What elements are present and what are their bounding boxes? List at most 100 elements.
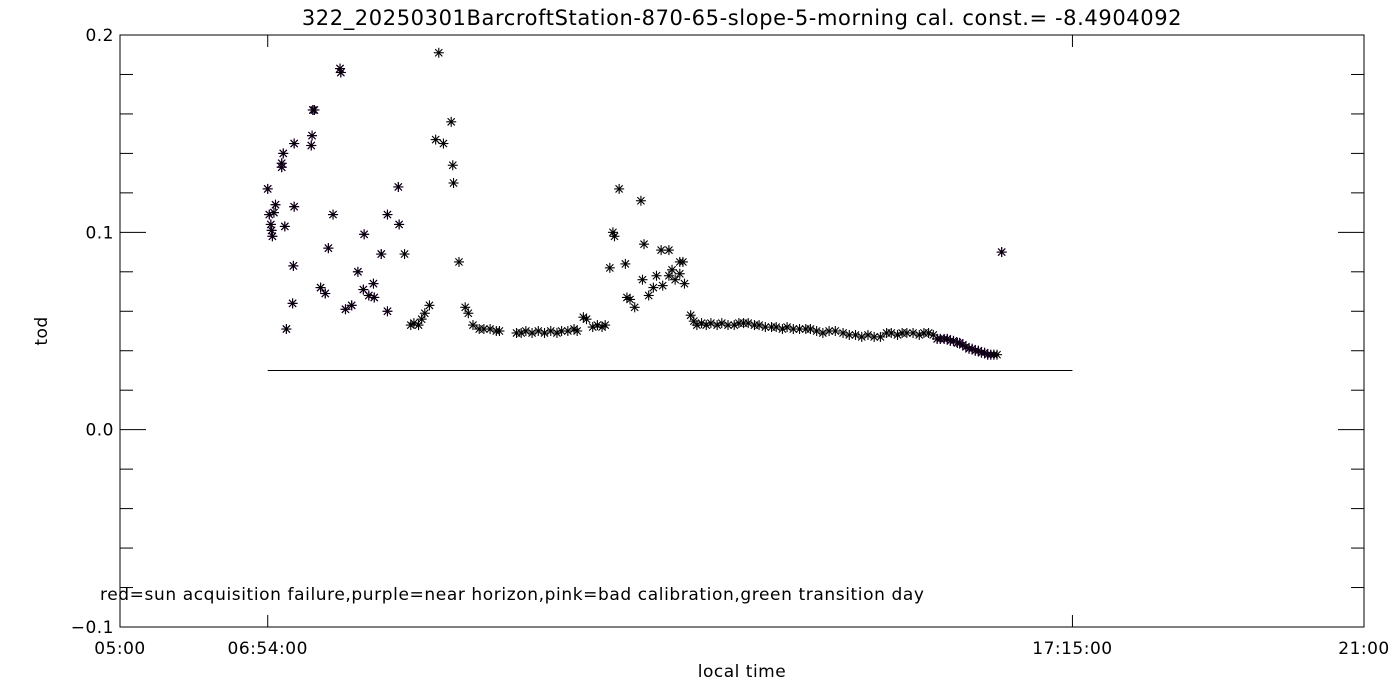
data-point-outline <box>328 209 339 220</box>
data-point-outline <box>270 199 281 210</box>
data-point-outline <box>335 67 346 78</box>
data-point <box>663 270 674 281</box>
y-tick-label: 0.2 <box>85 26 114 46</box>
data-point <box>677 256 688 267</box>
data-point <box>620 258 631 269</box>
data-point-outline <box>320 288 331 299</box>
y-axis: −0.1 0.0 0.1 0.2 <box>71 26 1364 638</box>
data-point <box>556 326 567 336</box>
y-tick-label: 0.1 <box>85 223 114 243</box>
data-point-outline <box>306 140 317 151</box>
data-point <box>545 326 556 336</box>
data-point-outline <box>278 148 289 159</box>
data-point-outline <box>996 247 1007 258</box>
data-point <box>667 264 678 275</box>
data-point <box>478 324 489 335</box>
data-point-outline <box>352 266 363 277</box>
plot-frame <box>119 34 1365 628</box>
chart-title: 322_20250301BarcroftStation-870-65-slope… <box>302 6 1182 31</box>
y-tick-label: 0.0 <box>85 421 114 441</box>
x-tick-label: 21:00 <box>1338 639 1390 659</box>
data-point <box>643 290 654 301</box>
data-point <box>448 178 459 188</box>
data-point-outline <box>346 300 357 311</box>
data-point <box>805 324 816 335</box>
x-tick-label: 17:15:00 <box>1032 639 1112 659</box>
data-point <box>625 294 636 305</box>
data-point <box>419 308 430 319</box>
data-point-outline <box>262 183 273 194</box>
data-point-outline <box>340 304 351 315</box>
data-point <box>433 47 444 58</box>
data-point <box>679 278 690 289</box>
data-point <box>399 249 410 260</box>
data-point <box>453 256 464 267</box>
color-legend-note: red=sun acquisition failure,purple=near … <box>100 585 925 605</box>
data-point <box>674 268 685 279</box>
data-point-outline <box>323 243 334 254</box>
data-point <box>637 274 648 285</box>
data-point-outline <box>376 249 387 260</box>
data-point <box>723 320 734 331</box>
data-point-outline <box>393 181 404 192</box>
data-point <box>639 239 650 250</box>
data-point <box>869 331 880 342</box>
data-point <box>688 316 699 327</box>
data-point-outline <box>268 207 279 218</box>
data-point <box>463 308 474 319</box>
data-point-outline <box>307 130 318 141</box>
data-point <box>438 138 449 149</box>
data-point <box>494 326 505 336</box>
data-point <box>460 302 471 313</box>
data-point <box>782 322 793 333</box>
data-point <box>928 329 939 340</box>
data-point-outline <box>382 306 393 317</box>
y-tick-label: −0.1 <box>71 618 114 638</box>
data-point-outline <box>279 221 290 232</box>
data-point-outline <box>288 260 299 271</box>
data-point-outline <box>276 158 287 169</box>
data-point <box>651 270 662 281</box>
data-point <box>600 320 611 331</box>
data-point <box>447 160 458 171</box>
data-point <box>648 282 659 293</box>
data-point <box>635 195 646 206</box>
data-point <box>430 134 441 145</box>
data-point-outline <box>359 229 370 240</box>
data-point <box>446 116 457 127</box>
data-point-outline <box>368 278 379 289</box>
data-point-outline <box>960 341 971 352</box>
data-point-outline <box>309 104 320 115</box>
x-tick-label: 06:54:00 <box>228 639 308 659</box>
data-point-outline <box>369 292 380 303</box>
data-point-outline <box>382 209 393 220</box>
x-tick-label: 05:00 <box>94 639 146 659</box>
data-point-outline <box>289 138 300 149</box>
data-point <box>992 349 1003 360</box>
data-point-outline <box>287 298 298 309</box>
data-point <box>771 322 782 333</box>
data-point-outline <box>289 201 300 212</box>
data-point <box>875 331 886 342</box>
data-point <box>572 326 583 336</box>
data-point <box>685 310 696 321</box>
data-point <box>467 320 478 331</box>
data-point-outline <box>394 219 405 230</box>
data-point <box>670 274 681 285</box>
data-point <box>562 326 573 336</box>
x-axis: 05:00 06:54:00 17:15:00 21:00 <box>94 35 1390 659</box>
data-point <box>604 262 615 273</box>
data-points <box>262 47 1007 360</box>
data-point <box>609 231 620 242</box>
x-axis-label: local time <box>698 662 786 682</box>
data-point <box>657 280 668 291</box>
data-point <box>614 183 625 194</box>
data-point-outline <box>267 231 278 242</box>
data-point-outline <box>281 324 292 335</box>
data-point <box>663 245 674 256</box>
data-point <box>424 300 435 311</box>
data-point <box>629 302 640 313</box>
y-axis-label: tod <box>32 316 52 345</box>
data-point <box>830 326 841 336</box>
